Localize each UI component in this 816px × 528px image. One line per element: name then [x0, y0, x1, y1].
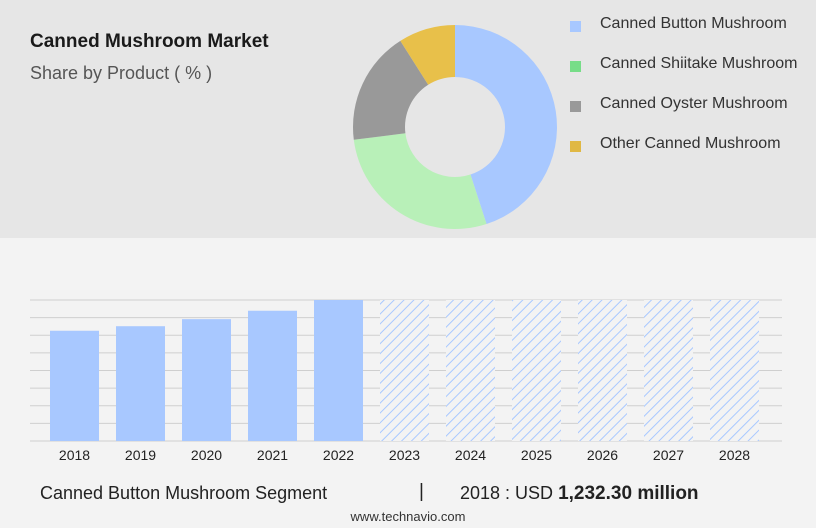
- x-tick-label: 2026: [587, 447, 618, 463]
- source-url: www.technavio.com: [350, 509, 466, 524]
- x-tick-label: 2020: [191, 447, 222, 463]
- x-tick-label: 2022: [323, 447, 354, 463]
- bar-2022: [314, 300, 363, 441]
- legend-item: Canned Button Mushroom: [570, 16, 810, 50]
- legend-label: Canned Shiitake Mushroom: [600, 55, 798, 72]
- x-tick-label: 2021: [257, 447, 288, 463]
- forecast-bar-2027: [644, 300, 693, 441]
- x-tick-label: 2028: [719, 447, 750, 463]
- footer-value-amount: 1,232.30 million: [558, 483, 699, 504]
- forecast-bar-2026: [578, 300, 627, 441]
- legend-swatch: [570, 101, 581, 112]
- bar-2018: [50, 330, 99, 441]
- legend-item: Other Canned Mushroom: [570, 136, 810, 170]
- donut-slice-canned-oyster-mushroom: [353, 40, 429, 140]
- legend-label: Other Canned Mushroom: [600, 135, 781, 152]
- x-tick-label: 2019: [125, 447, 156, 463]
- x-tick-label: 2018: [59, 447, 90, 463]
- forecast-bar-2024: [446, 300, 495, 441]
- donut-slice-other-canned-mushroom: [400, 25, 455, 85]
- x-tick-label: 2027: [653, 447, 684, 463]
- footer-value: 2018 : USD 1,232.30 million: [460, 483, 699, 505]
- footer-segment-label: Canned Button Mushroom Segment: [40, 483, 328, 503]
- legend-label: Canned Button Mushroom: [600, 15, 787, 32]
- x-tick-label: 2024: [455, 447, 486, 463]
- x-tick-label: 2023: [389, 447, 420, 463]
- donut-chart: [353, 25, 557, 230]
- donut-slice-canned-shiitake-mushroom: [353, 133, 487, 230]
- x-tick-label: 2025: [521, 447, 552, 463]
- legend-swatch: [570, 141, 581, 152]
- bar-2021: [248, 310, 297, 441]
- bar-2019: [116, 326, 165, 441]
- legend-label: Canned Oyster Mushroom: [600, 95, 788, 112]
- footer-separator: |: [419, 481, 424, 502]
- forecast-bar-2025: [512, 300, 561, 441]
- forecast-bar-2028: [710, 300, 759, 441]
- bar-chart: 2018 2019 2020 2021 2022 2023 2024 2025 2026 2027…: [30, 299, 782, 463]
- legend-item: Canned Shiitake Mushroom: [570, 56, 810, 90]
- bar-2020: [182, 319, 231, 441]
- legend-item: Canned Oyster Mushroom: [570, 96, 810, 130]
- legend-swatch: [570, 61, 581, 72]
- donut-slice-canned-button-mushroom: [455, 25, 557, 225]
- legend-swatch: [570, 21, 581, 32]
- footer-value-prefix: 2018 : USD: [460, 483, 554, 503]
- forecast-bar-2023: [380, 300, 429, 441]
- chart-title: Canned Mushroom Market: [30, 31, 269, 52]
- chart-subtitle: Share by Product ( % ): [30, 63, 213, 83]
